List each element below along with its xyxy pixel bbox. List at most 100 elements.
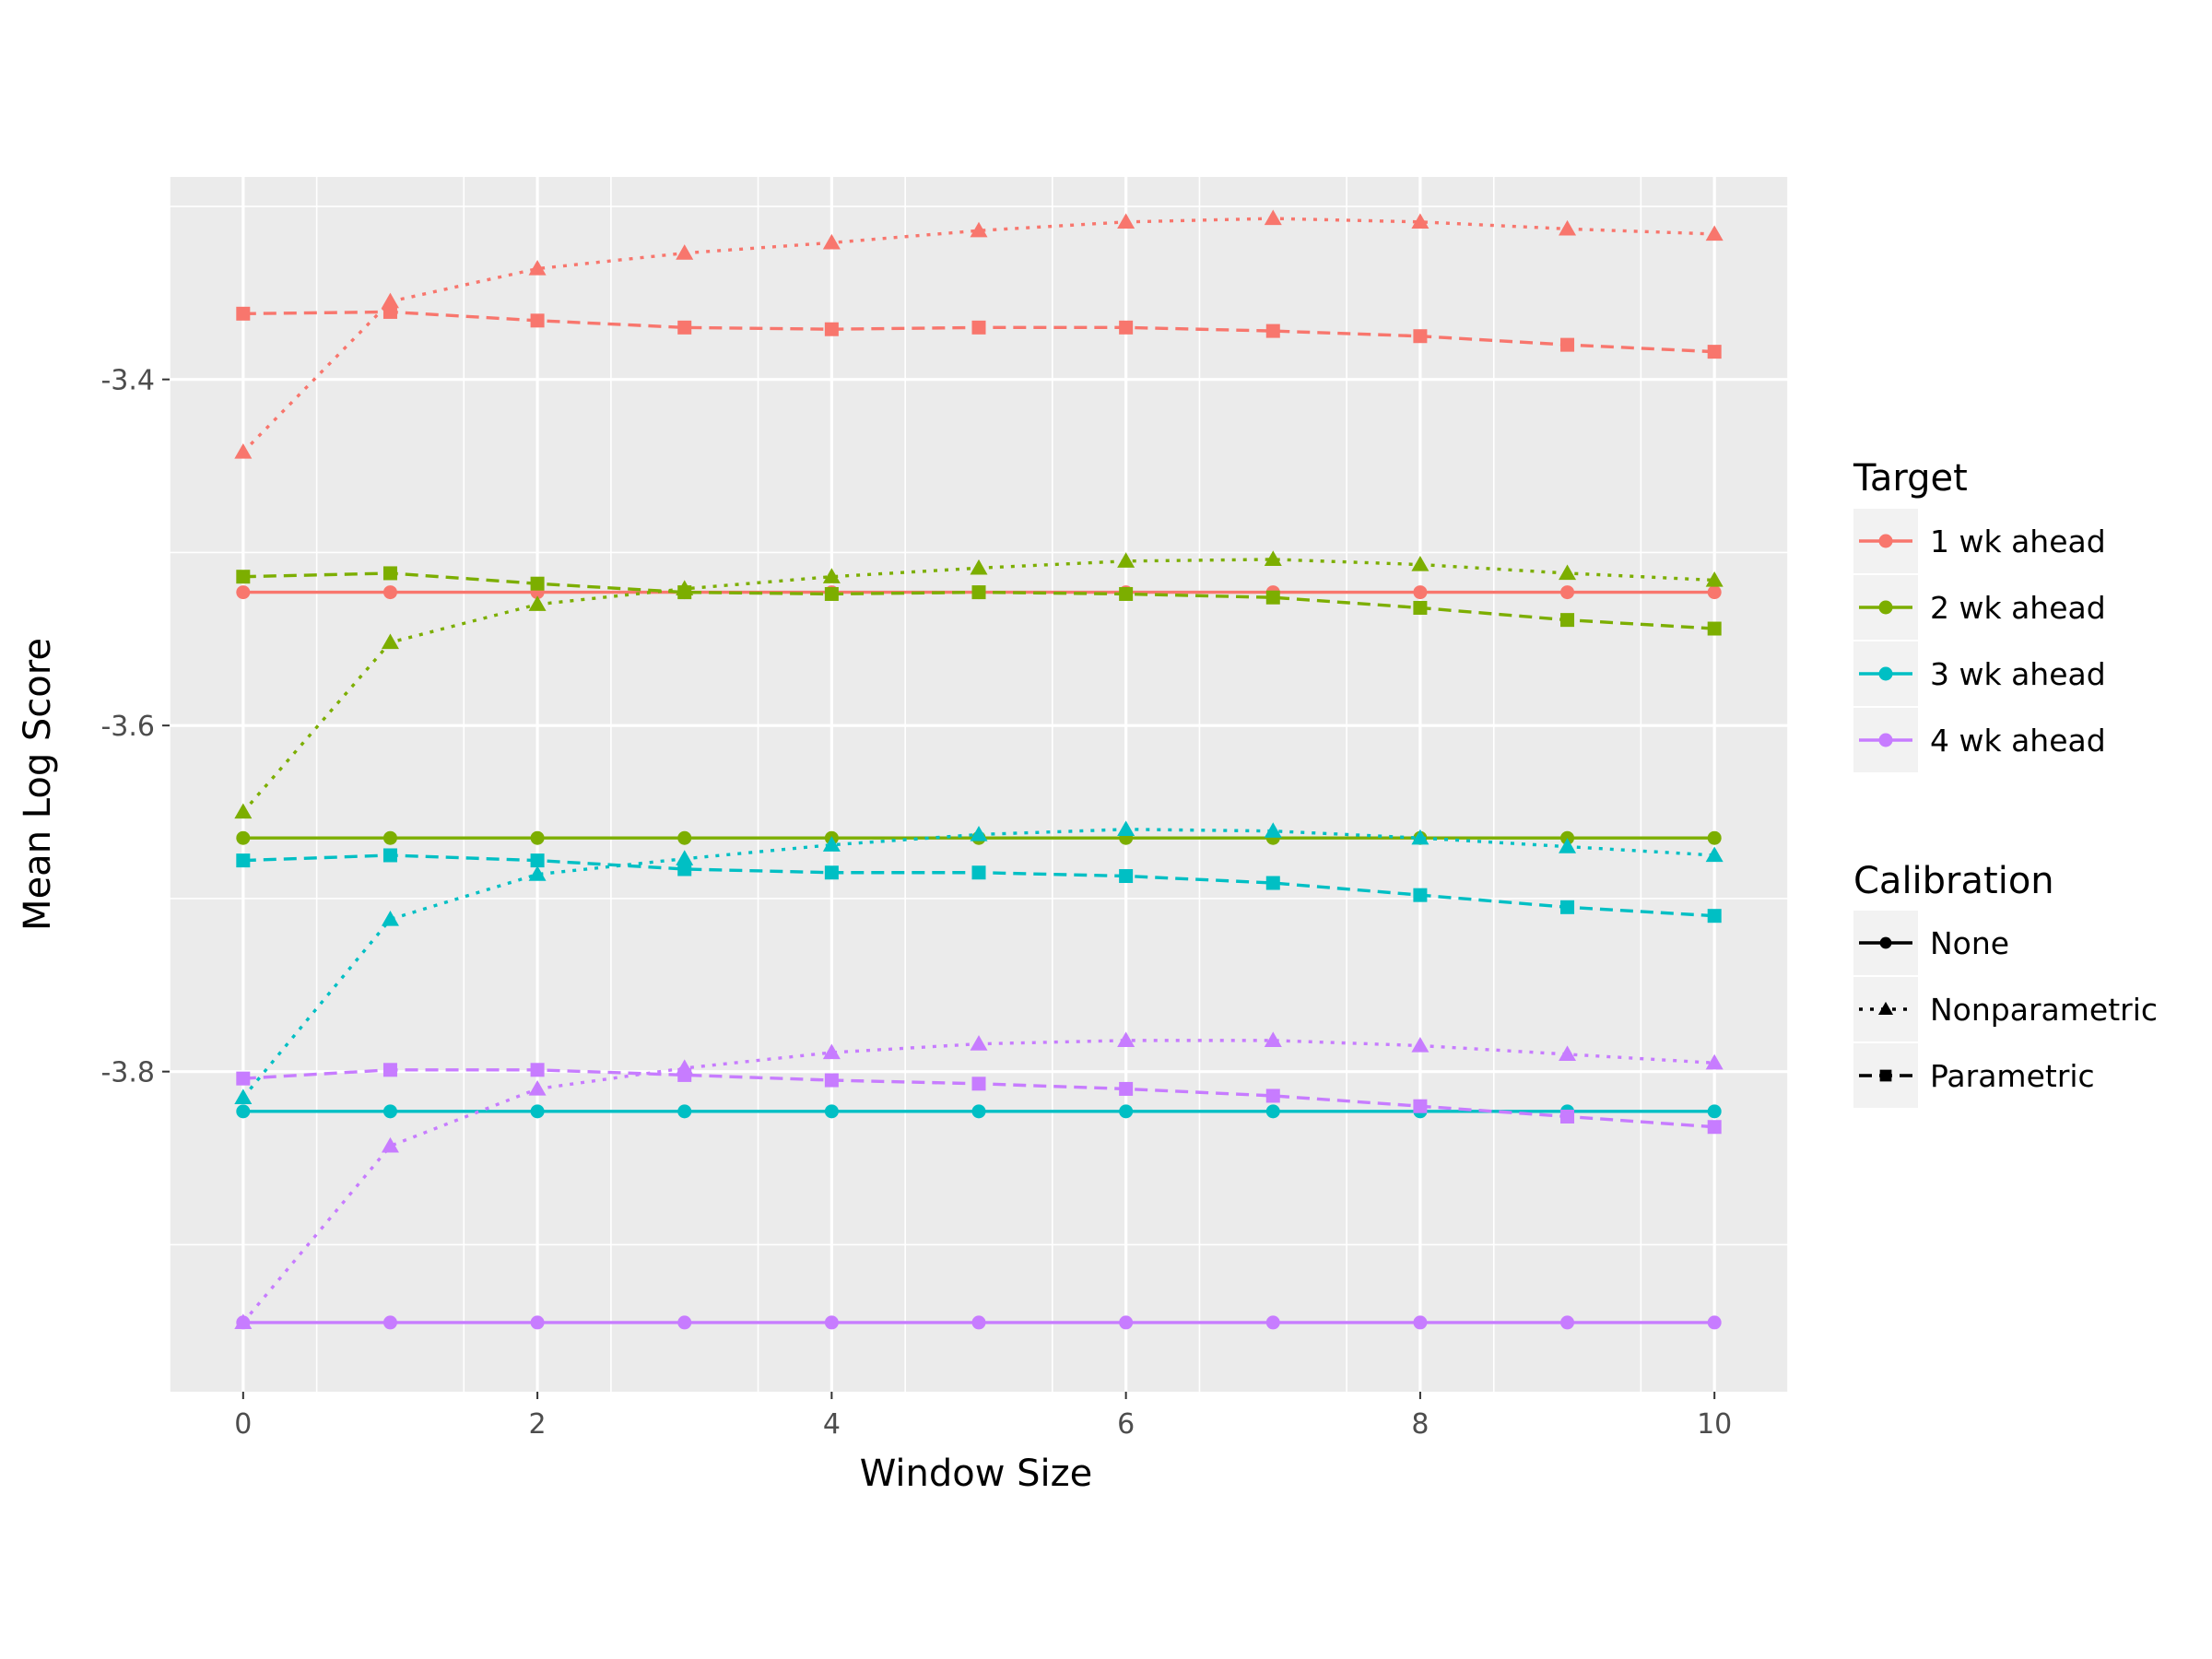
data-point-2-wk-ahead-nonparametric <box>528 595 547 611</box>
x-tick-label: 2 <box>529 1408 547 1441</box>
data-point-3-wk-ahead-nonparametric <box>676 850 694 865</box>
plot-panel <box>169 177 1789 1392</box>
data-point-4-wk-ahead-parametric <box>677 1067 692 1082</box>
data-point-3-wk-ahead-parametric <box>1265 876 1280 890</box>
data-point-2-wk-ahead-parametric <box>1707 621 1722 636</box>
data-point-4-wk-ahead-parametric <box>1119 1081 1134 1096</box>
data-point-4-wk-ahead-none <box>1119 1315 1134 1330</box>
data-point-4-wk-ahead-parametric <box>530 1063 545 1077</box>
data-point-1-wk-ahead-parametric <box>971 320 986 335</box>
data-point-2-wk-ahead-nonparametric <box>381 633 399 650</box>
data-point-2-wk-ahead-nonparametric <box>970 559 988 575</box>
data-point-3-wk-ahead-none <box>1119 1104 1134 1119</box>
axes: 0 2 4 6 8 10 -3.4 -3.6 -3.8 <box>100 365 1732 1441</box>
data-point-2-wk-ahead-parametric <box>382 566 397 581</box>
legend-label-target: 3 wk ahead <box>1930 656 2106 692</box>
x-tick-label: 8 <box>1411 1408 1429 1441</box>
series-2-wk-ahead-parametric <box>236 566 1722 636</box>
series-4-wk-ahead-nonparametric <box>234 1031 1724 1330</box>
data-point-2-wk-ahead-parametric <box>1265 590 1280 605</box>
data-point-4-wk-ahead-parametric <box>971 1077 986 1091</box>
data-point-1-wk-ahead-parametric <box>824 322 839 336</box>
data-point-2-wk-ahead-nonparametric <box>1559 564 1577 581</box>
data-point-1-wk-ahead-parametric <box>1265 324 1280 338</box>
data-point-4-wk-ahead-nonparametric <box>1264 1031 1282 1047</box>
legend-label-target: 4 wk ahead <box>1930 723 2106 759</box>
data-point-1-wk-ahead-nonparametric <box>234 443 253 459</box>
legend-key-circle-marker <box>1878 534 1893 548</box>
series-layer <box>234 209 1724 1330</box>
y-tick-label: -3.4 <box>100 365 155 397</box>
data-point-4-wk-ahead-none <box>1707 1315 1722 1330</box>
data-point-1-wk-ahead-nonparametric <box>970 221 988 238</box>
legend-label-calibration: Parametric <box>1930 1058 2095 1094</box>
series-2-wk-ahead-nonparametric <box>234 550 1724 819</box>
data-point-1-wk-ahead-nonparametric <box>1705 225 1724 241</box>
legend-label-target: 1 wk ahead <box>1930 524 2106 559</box>
data-point-3-wk-ahead-none <box>236 1104 251 1119</box>
data-point-4-wk-ahead-nonparametric <box>381 1136 399 1153</box>
data-point-1-wk-ahead-nonparametric <box>1264 209 1282 226</box>
series-3-wk-ahead-parametric <box>236 848 1722 924</box>
data-point-3-wk-ahead-parametric <box>677 862 692 877</box>
data-point-4-wk-ahead-nonparametric <box>1117 1031 1135 1047</box>
data-point-2-wk-ahead-none <box>236 830 251 845</box>
data-point-4-wk-ahead-parametric <box>1560 1109 1575 1124</box>
data-point-4-wk-ahead-none <box>824 1315 839 1330</box>
data-point-2-wk-ahead-nonparametric <box>1264 550 1282 567</box>
data-point-4-wk-ahead-none <box>382 1315 397 1330</box>
data-point-3-wk-ahead-none <box>677 1104 692 1119</box>
legend-label-calibration: None <box>1930 925 2009 961</box>
x-axis-title: Window Size <box>860 1453 1093 1495</box>
data-point-1-wk-ahead-nonparametric <box>381 292 399 309</box>
data-point-3-wk-ahead-parametric <box>1413 888 1428 902</box>
data-point-4-wk-ahead-none <box>677 1315 692 1330</box>
data-point-2-wk-ahead-parametric <box>530 576 545 591</box>
data-point-4-wk-ahead-nonparametric <box>1559 1045 1577 1062</box>
data-point-2-wk-ahead-none <box>677 830 692 845</box>
y-tick-label: -3.6 <box>100 711 155 743</box>
data-point-2-wk-ahead-none <box>1707 830 1722 845</box>
legend-title-target: Target <box>1853 457 1968 500</box>
data-point-4-wk-ahead-none <box>530 1315 545 1330</box>
data-point-1-wk-ahead-parametric <box>382 304 397 319</box>
data-point-4-wk-ahead-none <box>971 1315 986 1330</box>
data-point-2-wk-ahead-nonparametric <box>822 568 841 583</box>
data-point-3-wk-ahead-parametric <box>1707 909 1722 924</box>
data-point-4-wk-ahead-none <box>1413 1315 1428 1330</box>
data-point-1-wk-ahead-none <box>382 585 397 600</box>
data-point-3-wk-ahead-none <box>530 1104 545 1119</box>
series-3-wk-ahead-none <box>236 1104 1722 1119</box>
data-point-3-wk-ahead-nonparametric <box>1117 820 1135 836</box>
legend: Target Calibration 1 wk ahead 2 wk ahead 3… <box>1853 457 2158 1108</box>
y-axis-title: Mean Log Score <box>17 638 59 931</box>
data-point-3-wk-ahead-none <box>382 1104 397 1119</box>
x-tick-label: 6 <box>1117 1408 1135 1441</box>
data-point-4-wk-ahead-parametric <box>1265 1088 1280 1103</box>
data-point-1-wk-ahead-parametric <box>530 313 545 328</box>
series-line-3-wk-ahead-nonparametric <box>241 828 1715 1099</box>
data-point-2-wk-ahead-parametric <box>971 585 986 600</box>
data-point-1-wk-ahead-parametric <box>677 320 692 335</box>
panel-background <box>170 177 1788 1392</box>
y-tick-label: -3.8 <box>100 1057 155 1089</box>
data-point-2-wk-ahead-parametric <box>824 586 839 601</box>
series-4-wk-ahead-none <box>236 1315 1722 1330</box>
data-point-1-wk-ahead-nonparametric <box>1117 213 1135 229</box>
series-1-wk-ahead-nonparametric <box>234 209 1724 459</box>
series-3-wk-ahead-nonparametric <box>234 820 1724 1104</box>
data-point-3-wk-ahead-nonparametric <box>1559 838 1577 853</box>
data-point-3-wk-ahead-nonparametric <box>381 910 399 926</box>
data-point-3-wk-ahead-none <box>824 1104 839 1119</box>
data-point-3-wk-ahead-parametric <box>971 865 986 880</box>
legend-key-circle-marker <box>1878 600 1893 615</box>
data-point-3-wk-ahead-parametric <box>824 865 839 880</box>
legend-label-target: 2 wk ahead <box>1930 590 2106 626</box>
data-point-4-wk-ahead-none <box>1560 1315 1575 1330</box>
x-tick-label: 0 <box>234 1408 252 1441</box>
data-point-4-wk-ahead-none <box>1265 1315 1280 1330</box>
data-point-3-wk-ahead-none <box>1707 1104 1722 1119</box>
data-point-3-wk-ahead-none <box>1265 1104 1280 1119</box>
data-point-1-wk-ahead-parametric <box>1560 337 1575 352</box>
